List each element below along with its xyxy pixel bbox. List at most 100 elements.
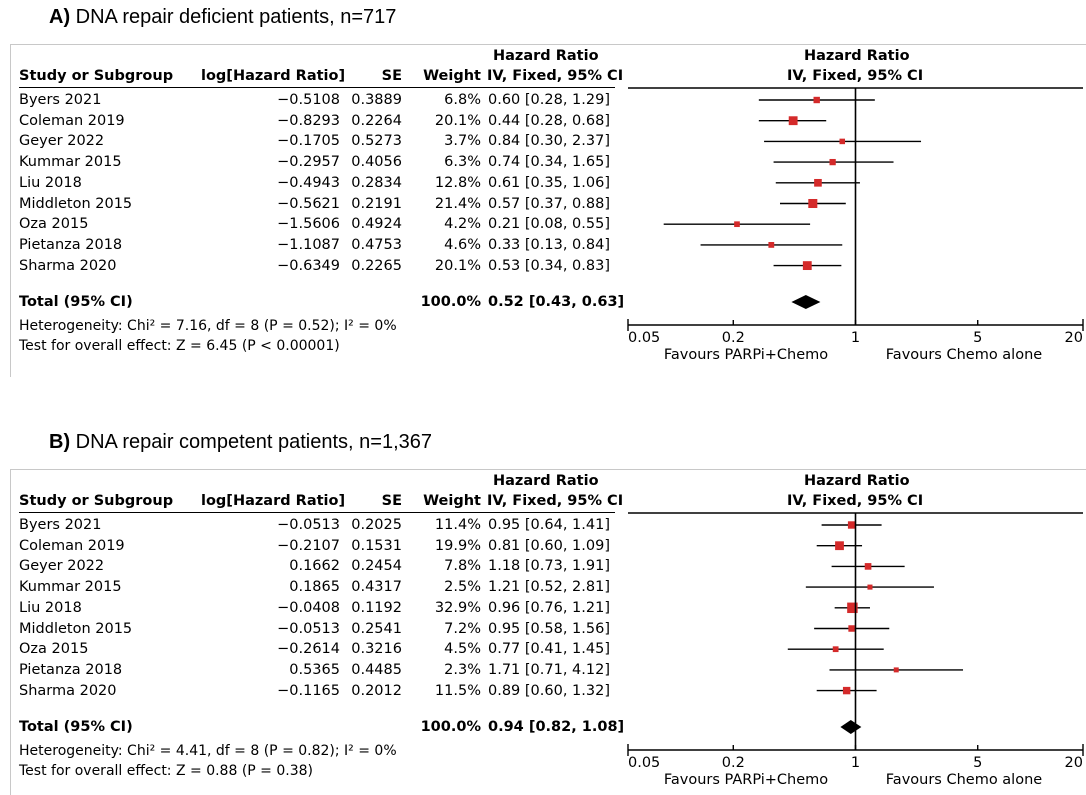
study-name-a: Coleman 2019 [19, 112, 125, 129]
study-name-a: Sharma 2020 [19, 257, 117, 274]
study-weight-b: 2.3% [444, 661, 481, 678]
header-rule-b [19, 512, 615, 513]
study-se-a: 0.4753 [351, 236, 402, 253]
study-weight-b: 7.8% [444, 558, 481, 575]
study-loghr-b: −0.2614 [277, 641, 340, 658]
x-tick-label-b: 5 [973, 755, 982, 771]
study-se-b: 0.2541 [351, 620, 402, 637]
study-se-a: 0.2191 [351, 195, 402, 212]
study-loghr-b: −0.1165 [277, 682, 340, 699]
study-loghr-b: 0.1865 [289, 579, 340, 596]
study-se-b: 0.2012 [351, 682, 402, 699]
x-tick-label-a: 1 [851, 330, 860, 346]
study-marker-b [848, 625, 855, 632]
x-tick-label-a: 5 [973, 330, 982, 346]
x-tick-label-b: 20 [1065, 755, 1083, 771]
study-weight-a: 3.7% [444, 133, 481, 150]
study-se-a: 0.2834 [351, 174, 402, 191]
study-ci-b: 0.89 [0.60, 1.32] [488, 682, 610, 699]
favours-left-label-b: Favours PARPi+Chemo [664, 772, 828, 788]
study-marker-a [813, 96, 820, 104]
study-se-b: 0.4317 [351, 579, 402, 596]
study-marker-a [808, 198, 818, 209]
col-header-weight-b: Weight [423, 493, 481, 509]
study-name-b: Coleman 2019 [19, 537, 125, 554]
study-weight-a: 12.8% [434, 174, 481, 191]
col-header-se-b: SE [381, 493, 402, 509]
x-tick-label-a: 20 [1065, 330, 1083, 346]
study-loghr-a: −1.5606 [277, 216, 340, 233]
study-weight-a: 20.1% [434, 257, 481, 274]
study-loghr-b: −0.0513 [277, 620, 340, 637]
panel-title-b: B) DNA repair competent patients, n=1,36… [49, 431, 432, 454]
study-se-a: 0.2265 [351, 257, 402, 274]
study-loghr-a: −0.6349 [277, 257, 340, 274]
favours-left-label-a: Favours PARPi+Chemo [664, 347, 828, 363]
study-name-a: Kummar 2015 [19, 154, 122, 171]
study-ci-b: 1.18 [0.73, 1.91] [488, 558, 610, 575]
study-loghr-a: −0.8293 [277, 112, 340, 129]
study-name-b: Middleton 2015 [19, 620, 133, 637]
study-ci-a: 0.21 [0.08, 0.55] [488, 216, 610, 233]
study-ci-b: 0.95 [0.58, 1.56] [488, 620, 610, 637]
study-marker-b [847, 521, 856, 529]
study-name-a: Geyer 2022 [19, 133, 105, 150]
study-weight-b: 7.2% [444, 620, 481, 637]
study-weight-b: 2.5% [444, 579, 481, 596]
study-name-b: Liu 2018 [19, 599, 82, 616]
favours-right-label-a: Favours Chemo alone [886, 347, 1042, 363]
study-loghr-a: −0.1705 [277, 133, 340, 150]
heterogeneity-text-b: Heterogeneity: Chi² = 4.41, df = 8 (P = … [19, 743, 397, 759]
study-weight-b: 19.9% [434, 537, 481, 554]
study-se-a: 0.3889 [351, 92, 402, 108]
panel-frame-a [10, 44, 1086, 377]
panel-title-text-b: DNA repair competent patients, n=1,367 [70, 431, 432, 453]
study-loghr-a: −1.1087 [277, 236, 340, 253]
total-label-a: Total (95% CI) [19, 294, 133, 310]
study-se-b: 0.2025 [351, 517, 402, 533]
study-marker-b [864, 563, 872, 570]
heterogeneity-text-a: Heterogeneity: Chi² = 7.16, df = 8 (P = … [19, 318, 397, 334]
col-header-study-a: Study or Subgroup [19, 68, 174, 84]
panel-label-b: B) [49, 431, 71, 453]
study-weight-a: 21.4% [434, 195, 481, 212]
col-header-loghr-a: log[Hazard Ratio] [201, 68, 346, 84]
study-name-a: Pietanza 2018 [19, 236, 123, 253]
study-ci-a: 0.53 [0.34, 0.83] [488, 257, 610, 274]
study-name-a: Byers 2021 [19, 92, 102, 108]
total-weight-b: 100.0% [420, 719, 481, 735]
study-ci-a: 0.61 [0.35, 1.06] [488, 174, 610, 191]
study-marker-b [893, 667, 899, 673]
study-loghr-a: −0.4943 [277, 174, 340, 191]
total-ci-b: 0.94 [0.82, 1.08] [488, 719, 625, 735]
plot-header-top-a: Hazard Ratio [804, 48, 910, 64]
total-diamond-b [840, 720, 862, 734]
study-weight-b: 11.5% [434, 682, 481, 699]
panel-frame-b [10, 469, 1086, 795]
study-ci-b: 0.95 [0.64, 1.41] [488, 517, 610, 533]
study-weight-a: 6.3% [444, 154, 481, 171]
study-se-a: 0.4924 [351, 216, 402, 233]
study-se-a: 0.2264 [351, 112, 402, 129]
plot-header-top-b: Hazard Ratio [804, 473, 910, 489]
study-marker-b [847, 602, 858, 614]
study-name-b: Oza 2015 [19, 641, 89, 658]
x-tick-label-b: 0.2 [722, 755, 745, 771]
study-ci-b: 0.96 [0.76, 1.21] [488, 599, 610, 616]
study-name-b: Byers 2021 [19, 517, 102, 533]
study-ci-b: 1.21 [0.52, 2.81] [488, 579, 610, 596]
x-tick-label-a: 0.2 [722, 330, 745, 346]
study-loghr-a: −0.2957 [277, 154, 340, 171]
col-header-weight-a: Weight [423, 68, 481, 84]
favours-right-label-b: Favours Chemo alone [886, 772, 1042, 788]
study-name-b: Sharma 2020 [19, 682, 117, 699]
col-header-study-b: Study or Subgroup [19, 493, 174, 509]
study-name-b: Kummar 2015 [19, 579, 122, 596]
study-ci-a: 0.60 [0.28, 1.29] [488, 92, 610, 108]
study-se-b: 0.3216 [351, 641, 402, 658]
study-marker-a [768, 242, 775, 248]
total-label-b: Total (95% CI) [19, 719, 133, 735]
study-name-a: Oza 2015 [19, 216, 89, 233]
